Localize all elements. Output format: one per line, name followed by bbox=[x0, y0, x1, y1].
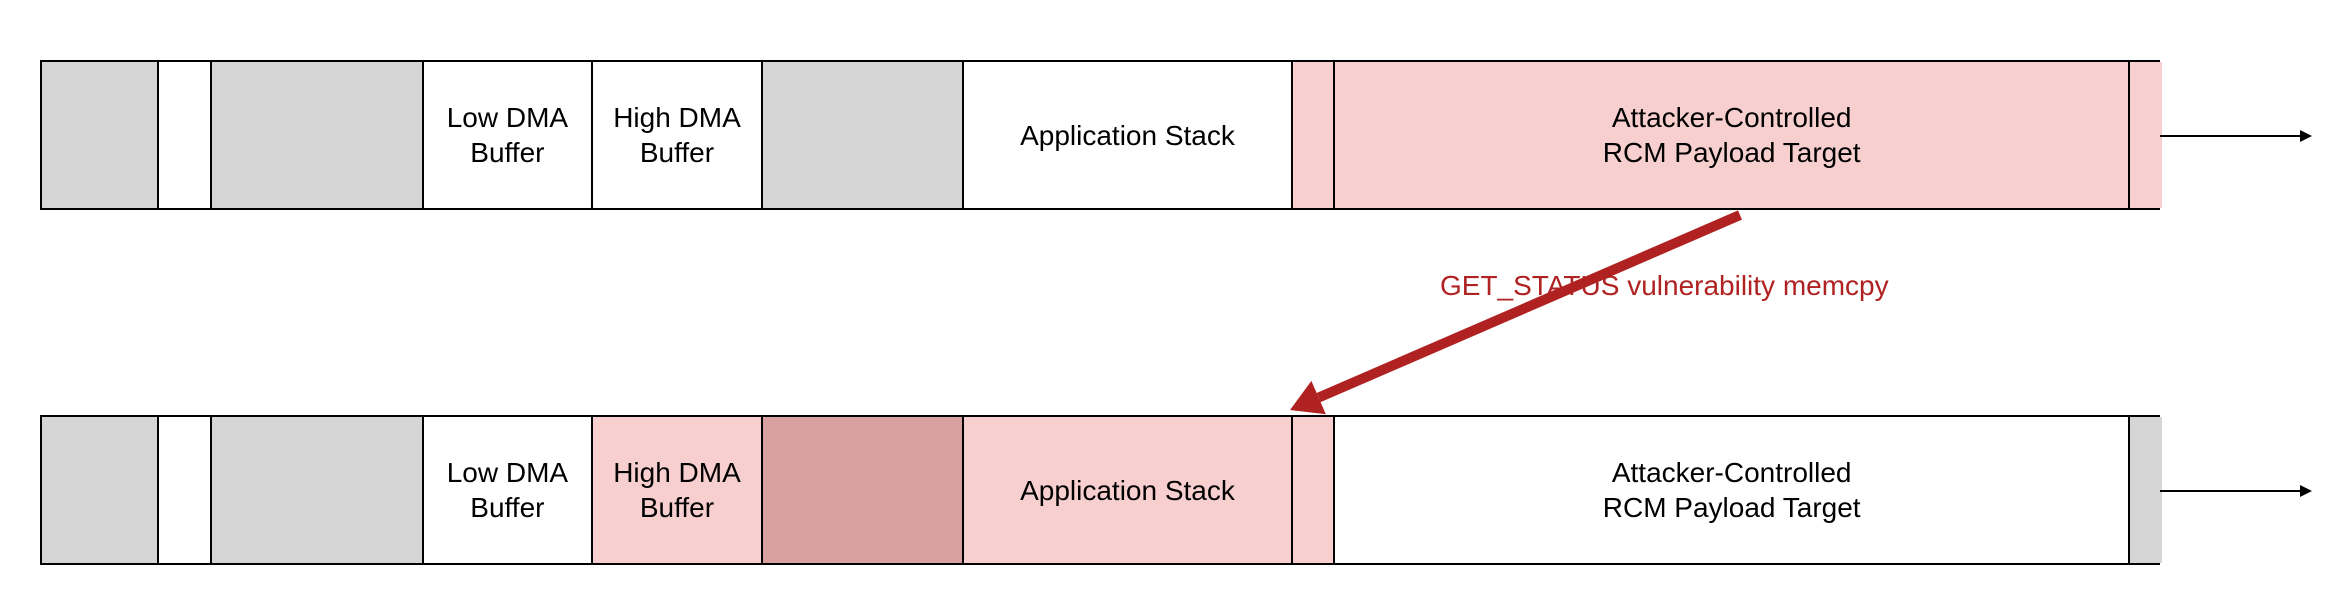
overflow-arrow-bottom bbox=[2160, 490, 2310, 492]
segment-label: Low DMA Buffer bbox=[447, 455, 568, 525]
memory-bar-after: Low DMA Buffer High DMA Buffer Application… bbox=[40, 415, 2160, 565]
segment-label: Attacker-Controlled RCM Payload Target bbox=[1603, 100, 1861, 170]
memory-segment: High DMA Buffer bbox=[593, 417, 763, 563]
memory-segment bbox=[2130, 62, 2162, 208]
memory-segment bbox=[159, 417, 212, 563]
memory-segment: Application Stack bbox=[964, 417, 1293, 563]
memory-segment bbox=[763, 62, 964, 208]
memory-segment: High DMA Buffer bbox=[593, 62, 763, 208]
memory-segment bbox=[159, 62, 212, 208]
memory-segment bbox=[2130, 417, 2162, 563]
memory-bar-before: Low DMA Buffer High DMA Buffer Application… bbox=[40, 60, 2160, 210]
memory-segment bbox=[1293, 417, 1335, 563]
segment-label: Application Stack bbox=[1020, 118, 1235, 153]
memory-segment bbox=[763, 417, 964, 563]
segment-label: Application Stack bbox=[1020, 473, 1235, 508]
memory-segment: Attacker-Controlled RCM Payload Target bbox=[1335, 417, 2130, 563]
memory-segment: Low DMA Buffer bbox=[424, 417, 594, 563]
memory-segment: Low DMA Buffer bbox=[424, 62, 594, 208]
memory-segment bbox=[212, 417, 424, 563]
memcpy-arrow bbox=[1250, 175, 1780, 450]
segment-label: Attacker-Controlled RCM Payload Target bbox=[1603, 455, 1861, 525]
overflow-arrow-top bbox=[2160, 135, 2310, 137]
segment-label: Low DMA Buffer bbox=[447, 100, 568, 170]
memory-segment bbox=[42, 62, 159, 208]
memory-segment bbox=[42, 417, 159, 563]
memory-segment bbox=[212, 62, 424, 208]
segment-label: High DMA Buffer bbox=[613, 455, 741, 525]
memory-segment: Application Stack bbox=[964, 62, 1293, 208]
segment-label: High DMA Buffer bbox=[613, 100, 741, 170]
